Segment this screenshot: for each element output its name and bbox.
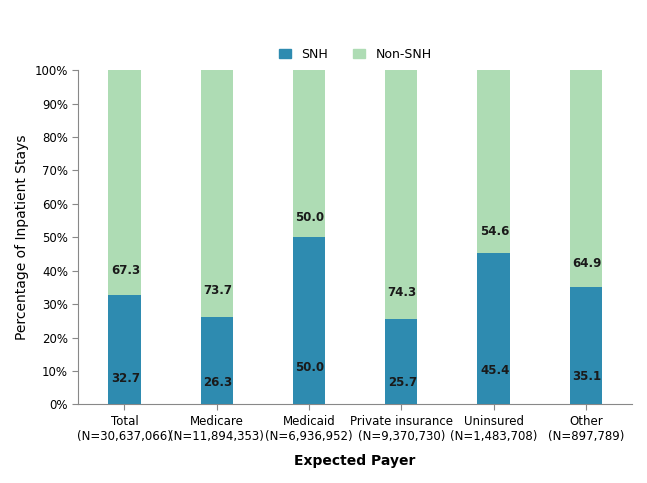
Bar xyxy=(477,253,510,404)
Text: 50.0: 50.0 xyxy=(296,361,325,374)
X-axis label: Expected Payer: Expected Payer xyxy=(294,454,416,468)
Bar xyxy=(477,70,510,253)
Bar xyxy=(293,237,325,404)
Text: 73.7: 73.7 xyxy=(203,284,232,297)
Text: 67.3: 67.3 xyxy=(111,264,140,277)
Bar xyxy=(201,70,233,316)
Text: 26.3: 26.3 xyxy=(203,376,232,389)
Text: 45.4: 45.4 xyxy=(480,364,509,377)
Bar xyxy=(293,70,325,237)
Bar xyxy=(108,70,140,295)
Legend: SNH, Non-SNH: SNH, Non-SNH xyxy=(274,43,437,66)
Bar xyxy=(201,316,233,404)
Text: 25.7: 25.7 xyxy=(388,376,417,389)
Text: 50.0: 50.0 xyxy=(296,211,325,224)
Text: 64.9: 64.9 xyxy=(573,257,602,270)
Text: 35.1: 35.1 xyxy=(573,370,602,384)
Bar xyxy=(570,287,602,404)
Bar xyxy=(108,295,140,404)
Text: 74.3: 74.3 xyxy=(388,285,417,298)
Bar xyxy=(570,70,602,287)
Bar xyxy=(385,318,417,404)
Text: 32.7: 32.7 xyxy=(111,372,140,385)
Bar xyxy=(385,70,417,318)
Text: 54.6: 54.6 xyxy=(480,225,509,238)
Y-axis label: Percentage of Inpatient Stays: Percentage of Inpatient Stays xyxy=(15,135,29,340)
